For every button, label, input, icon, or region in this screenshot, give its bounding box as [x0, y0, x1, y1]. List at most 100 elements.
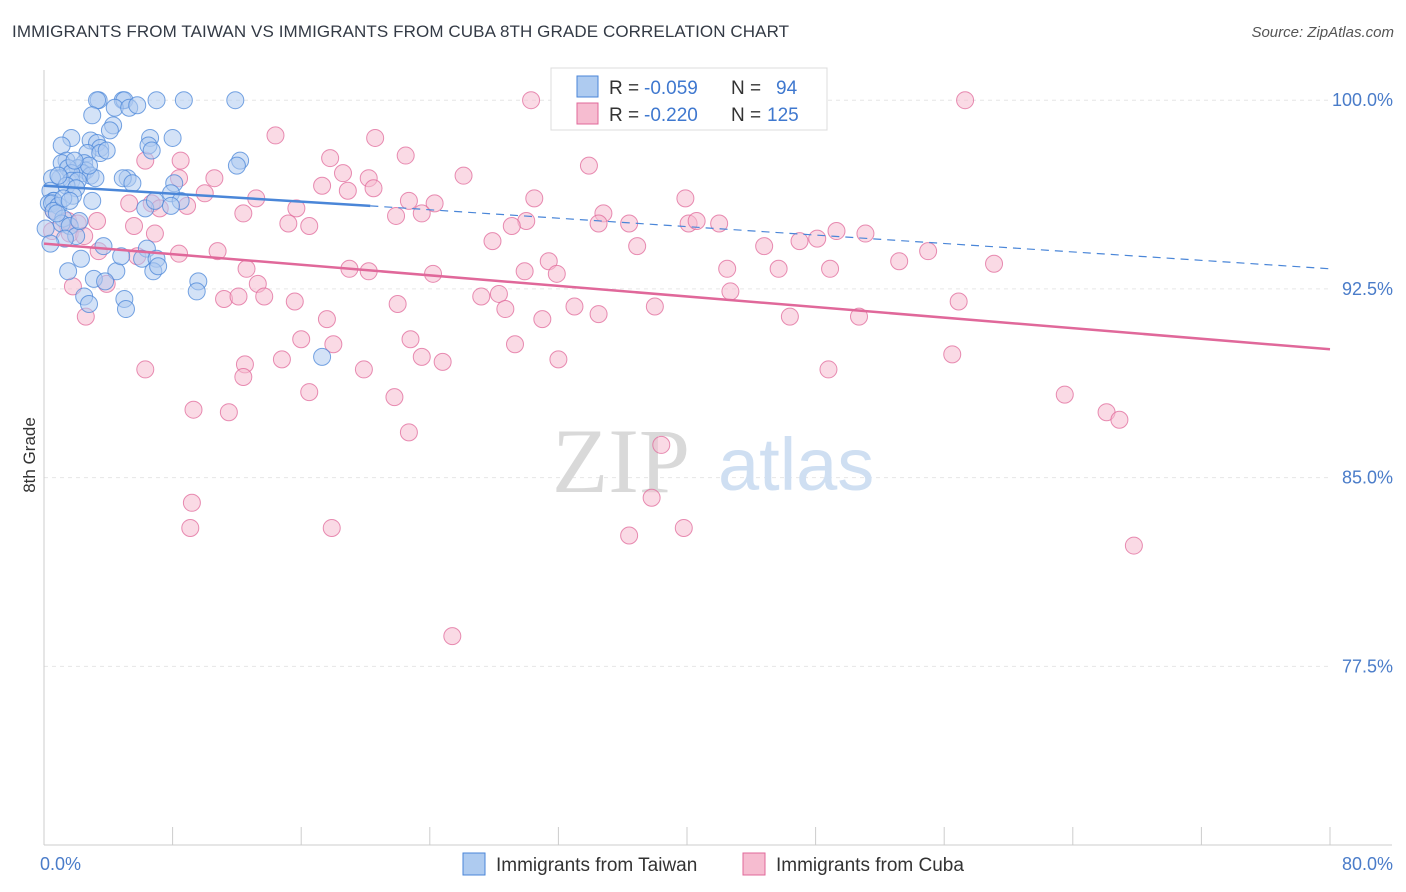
- watermark-atlas: atlas: [718, 423, 874, 506]
- point-cuba-72: [237, 259, 256, 278]
- point-cuba-82: [489, 284, 508, 303]
- point-cuba-40: [300, 217, 319, 236]
- point-cuba-123: [674, 518, 693, 537]
- point-cuba-99: [272, 350, 291, 369]
- point-taiwan-89: [47, 204, 66, 223]
- point-cuba-94: [533, 310, 552, 329]
- point-taiwan-19: [142, 141, 161, 160]
- series-legend: Immigrants from Taiwan Immigrants from C…: [462, 852, 964, 876]
- point-taiwan-88: [145, 191, 164, 210]
- point-cuba-86: [721, 282, 740, 301]
- legend-n-value-taiwan: 94: [776, 78, 798, 99]
- point-cuba-26: [287, 199, 306, 218]
- point-cuba-23: [120, 194, 139, 213]
- point-cuba-37: [620, 214, 639, 233]
- point-cuba-17: [338, 181, 357, 200]
- point-cuba-63: [539, 252, 558, 271]
- point-cuba-125: [443, 627, 462, 646]
- point-taiwan-73: [96, 272, 115, 291]
- legend-r-label-taiwan: R =: [609, 78, 639, 99]
- point-cuba-59: [208, 242, 227, 261]
- point-taiwan-26: [227, 156, 246, 175]
- point-cuba-3: [366, 128, 385, 147]
- legend-r-label-cuba: R =: [609, 105, 639, 126]
- point-cuba-97: [401, 330, 420, 349]
- point-cuba-110: [385, 388, 404, 407]
- point-cuba-31: [387, 206, 406, 225]
- point-cuba-18: [525, 189, 544, 208]
- bottom-legend-label-taiwan: Immigrants from Taiwan: [496, 855, 697, 876]
- point-cuba-101: [412, 347, 431, 366]
- point-cuba-96: [324, 335, 343, 354]
- point-cuba-119: [642, 488, 661, 507]
- point-cuba-6: [171, 151, 190, 170]
- point-cuba-81: [472, 287, 491, 306]
- point-taiwan-5: [174, 91, 193, 110]
- series-cuba-points: [43, 91, 1143, 646]
- point-cuba-65: [718, 259, 737, 278]
- point-cuba-10: [454, 166, 473, 185]
- point-cuba-43: [125, 217, 144, 236]
- y-tick-label-2: 85.0%: [1342, 468, 1393, 488]
- point-cuba-28: [234, 204, 253, 223]
- point-taiwan-84: [128, 96, 147, 115]
- point-taiwan-60: [36, 219, 55, 238]
- chart-title: IMMIGRANTS FROM TAIWAN VS IMMIGRANTS FRO…: [12, 22, 790, 41]
- series-taiwan-points: [36, 91, 332, 366]
- point-cuba-8: [579, 156, 598, 175]
- point-cuba-121: [322, 518, 341, 537]
- trend-line-cuba: [43, 242, 1331, 351]
- point-cuba-84: [496, 300, 515, 319]
- point-cuba-5: [321, 149, 340, 168]
- point-taiwan-87: [65, 151, 84, 170]
- watermark: ZIP atlas: [552, 410, 874, 512]
- legend-r-value-cuba: -0.220: [644, 105, 698, 126]
- point-cuba-89: [285, 292, 304, 311]
- point-cuba-30: [412, 204, 431, 223]
- point-taiwan-80: [313, 347, 332, 366]
- point-cuba-83: [388, 295, 407, 314]
- point-cuba-57: [919, 242, 938, 261]
- point-cuba-21: [676, 189, 695, 208]
- point-cuba-107: [819, 360, 838, 379]
- point-cuba-112: [219, 403, 238, 422]
- point-taiwan-75: [187, 282, 206, 301]
- point-cuba-122: [620, 526, 639, 545]
- point-cuba-13: [205, 169, 224, 188]
- point-taiwan-85: [163, 128, 182, 147]
- point-cuba-20: [399, 191, 418, 210]
- point-cuba-116: [399, 423, 418, 442]
- bottom-legend-label-cuba: Immigrants from Cuba: [776, 855, 964, 876]
- point-taiwan-78: [80, 295, 99, 314]
- stats-legend: R = -0.059 N = 94 R = -0.220 N = 125: [550, 67, 828, 131]
- point-cuba-88: [949, 292, 968, 311]
- legend-r-value-taiwan: -0.059: [644, 78, 698, 99]
- point-cuba-67: [821, 259, 840, 278]
- point-cuba-78: [255, 287, 274, 306]
- trend-line-taiwan-dashed: [370, 205, 1331, 270]
- point-taiwan-92: [70, 211, 89, 230]
- legend-swatch-taiwan: [576, 75, 599, 98]
- y-tick-labels: 100.0% 92.5% 85.0% 77.5%: [1332, 90, 1393, 676]
- point-taiwan-91: [149, 257, 168, 276]
- point-taiwan-64: [94, 237, 113, 256]
- point-cuba-39: [710, 214, 729, 233]
- point-taiwan-6: [226, 91, 245, 110]
- point-cuba-56: [856, 224, 875, 243]
- point-cuba-93: [850, 307, 869, 326]
- bottom-legend-swatch-cuba: [742, 852, 766, 876]
- point-cuba-35: [279, 214, 298, 233]
- point-cuba-108: [943, 345, 962, 364]
- point-taiwan-55: [161, 196, 180, 215]
- point-cuba-90: [589, 305, 608, 324]
- point-cuba-109: [300, 383, 319, 402]
- point-cuba-53: [755, 237, 774, 256]
- point-cuba-0: [522, 91, 541, 110]
- point-cuba-55: [827, 222, 846, 241]
- point-cuba-111: [184, 400, 203, 419]
- y-tick-label-0: 100.0%: [1332, 90, 1393, 110]
- point-cuba-69: [547, 264, 566, 283]
- point-cuba-103: [549, 350, 568, 369]
- point-cuba-52: [790, 232, 809, 251]
